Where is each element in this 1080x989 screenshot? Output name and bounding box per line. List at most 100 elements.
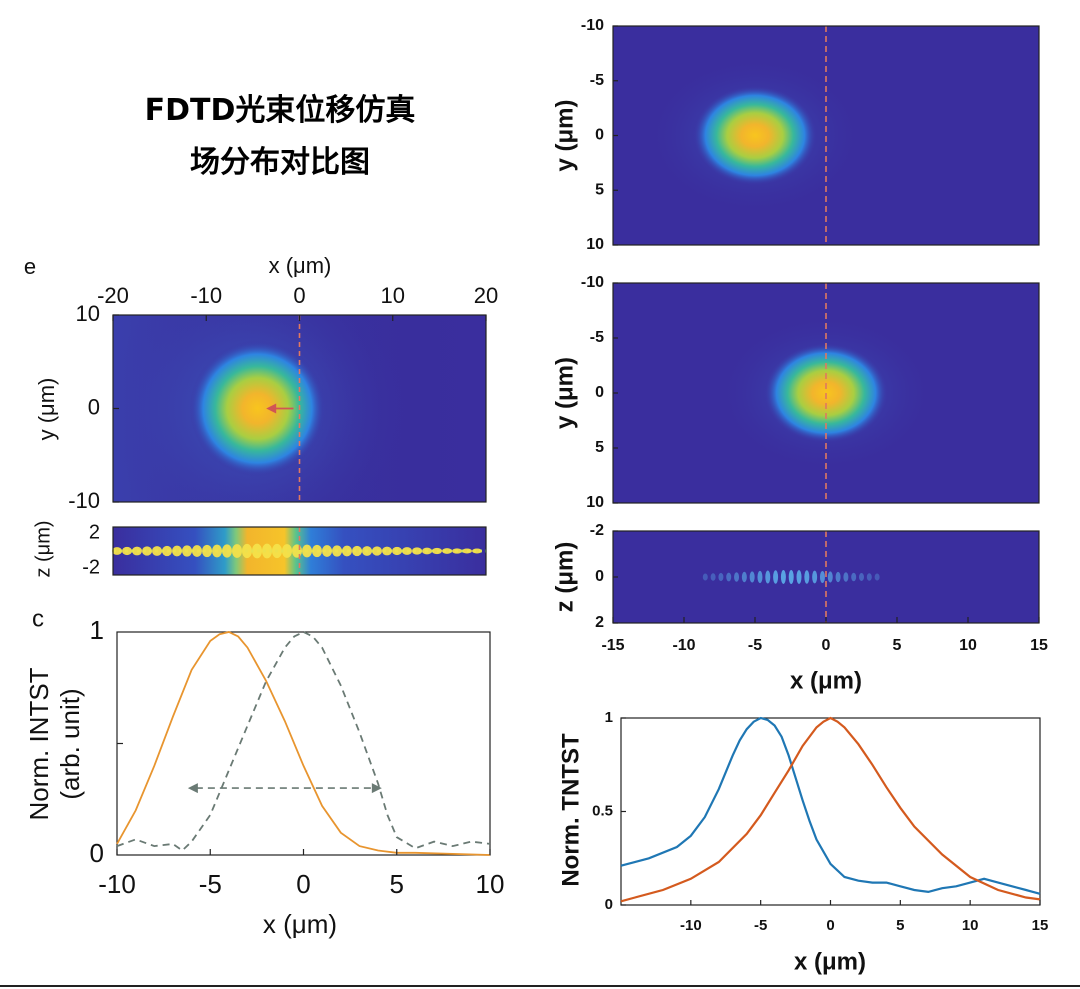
r-side-xtick-label: 5 — [893, 637, 902, 654]
e-side-wave-lobe — [232, 544, 242, 558]
e-xtick-label: -20 — [97, 283, 129, 308]
r-side-wave-lobe — [702, 573, 708, 581]
e-side-wave-lobe — [452, 548, 462, 554]
e-side-wave-lobe — [212, 544, 222, 558]
r-side-wave-lobe — [804, 570, 810, 584]
e-arrow-head — [266, 403, 277, 414]
r-side-ytick-label: 0 — [595, 568, 604, 585]
bottom-rule — [0, 985, 1080, 987]
r-top-ylabel: y (μm) — [551, 99, 578, 171]
r-side-xtick-label: 15 — [1030, 637, 1048, 654]
e-side-wave-lobe — [252, 543, 262, 559]
c-ylabel-line2: (arb. unit) — [55, 688, 85, 799]
e-side-wave-lobe — [382, 546, 392, 556]
c-frame — [116, 631, 491, 856]
r-mid-plot-area — [613, 283, 1039, 503]
r-line-ylabel: Norm. TNTST — [557, 733, 584, 887]
e-side-wave-lobe — [292, 544, 302, 558]
panel-label-e: e — [24, 254, 36, 279]
e-side-wave-lobe — [182, 545, 192, 557]
r-side-wave-lobe — [734, 572, 740, 582]
e-side-wave-lobe — [112, 547, 122, 555]
r-line-ytick-label: 0.5 — [592, 802, 613, 819]
r-top-plot-area — [613, 26, 1039, 245]
e-side-wave-lobe — [202, 544, 212, 558]
e-side-wave-lobe — [162, 545, 172, 557]
e-side-wave-lobe — [312, 544, 322, 558]
r-side-plot-area — [613, 531, 1039, 623]
e-ytick-label: 10 — [76, 301, 100, 326]
e-side-wave-lobe — [142, 546, 152, 556]
e-side-wave-lobe — [322, 545, 332, 557]
e-side-wave-lobe — [172, 545, 182, 557]
r-top-ytick-label: 10 — [586, 236, 604, 253]
c-xtick-label: 0 — [296, 869, 310, 899]
r-mid-ylabel: y (μm) — [551, 357, 578, 429]
r-side-wave-lobe — [788, 570, 794, 584]
e-xtick-label: 10 — [381, 283, 405, 308]
r-side-wave-lobe — [812, 570, 818, 584]
e-side-plot-area — [112, 527, 486, 575]
e-side-wave-lobe — [262, 543, 272, 559]
e-xtick-label: 20 — [474, 283, 498, 308]
r-side-xtick-label: 10 — [959, 637, 977, 654]
e-side-wave-lobe — [302, 544, 312, 558]
r-line-xtick-label: 0 — [826, 917, 834, 934]
r-line-xlabel: x (μm) — [794, 948, 866, 975]
c-ylabel-line1: Norm. INTST — [24, 667, 54, 820]
r-side-ytick-label: 2 — [595, 614, 604, 631]
e-side-ylabel: z (μm) — [32, 520, 54, 577]
r-top-ytick-label: 5 — [595, 181, 604, 198]
r-side-xlabel: x (μm) — [790, 667, 862, 694]
title-line-2: 场分布对比图 — [190, 145, 370, 180]
c-fwhm-arrow-head-right — [371, 783, 382, 794]
r-side-wave-lobe — [819, 570, 825, 584]
r-side-wave-lobe — [843, 572, 849, 582]
e-plot-area — [113, 315, 486, 502]
e-side-wave-lobe — [442, 548, 452, 554]
r-side-wave-lobe — [859, 573, 864, 581]
r-side-wave-lobe — [851, 572, 857, 582]
e-side-wave-lobe — [402, 547, 412, 555]
e-side-wave-lobe — [342, 545, 352, 557]
r-top-ytick-label: 0 — [595, 127, 604, 144]
e-side-wave-lobe — [282, 544, 292, 558]
r-line-xtick-label: -10 — [680, 917, 702, 934]
c-ytick-label: 1 — [90, 615, 104, 645]
r-side-wave-lobe — [780, 570, 786, 584]
e-side-frame — [112, 526, 487, 576]
r-side-ylabel: z (μm) — [551, 542, 578, 613]
e-ylabel: y (μm) — [34, 378, 59, 441]
c-xtick-label: 10 — [476, 869, 505, 899]
e-side-wave-lobe — [152, 546, 162, 556]
e-side-wave-lobe — [392, 546, 402, 556]
e-side-wave-lobe — [462, 548, 472, 554]
e-beam-spot — [189, 340, 326, 477]
r-side-wave-lobe — [765, 570, 771, 584]
e-side-wave-lobe — [432, 547, 442, 555]
r-side-wave-lobe — [718, 572, 724, 582]
r-mid-ytick-label: -10 — [581, 274, 604, 291]
e-side-ytick-label: 2 — [89, 521, 100, 543]
figure-title: FDTD光束位移仿真 场分布对比图 — [100, 85, 460, 189]
r-side-xtick-label: 0 — [822, 637, 831, 654]
r-side-wave-lobe — [749, 571, 755, 583]
c-xlabel: x (μm) — [263, 909, 337, 939]
e-side-wave-lobe — [222, 544, 232, 558]
c-xtick-label: -5 — [199, 869, 222, 899]
r-side-wave-lobe — [710, 573, 716, 581]
r-top-beam-spot — [693, 85, 817, 186]
e-xtick-label: -10 — [190, 283, 222, 308]
e-side-wave-lobe — [192, 545, 202, 557]
r-side-wave-lobe — [726, 572, 732, 582]
r-side-wave-lobe — [741, 571, 747, 583]
r-side-wave-lobe — [835, 571, 841, 583]
r-top-ytick-label: -5 — [590, 72, 604, 89]
r-side-wave-lobe — [874, 573, 880, 581]
e-xlabel: x (μm) — [269, 253, 332, 278]
r-line-xtick-label: -5 — [754, 917, 767, 934]
e-ytick-label: 0 — [88, 394, 100, 419]
e-side-wave-lobe — [472, 548, 482, 554]
e-side-wave-lobe — [372, 546, 382, 556]
